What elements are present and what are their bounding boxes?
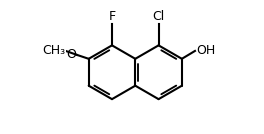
Text: OH: OH <box>196 44 215 57</box>
Text: F: F <box>109 10 116 23</box>
Text: Cl: Cl <box>152 10 165 23</box>
Text: O: O <box>66 48 76 61</box>
Text: CH₃: CH₃ <box>42 44 65 57</box>
